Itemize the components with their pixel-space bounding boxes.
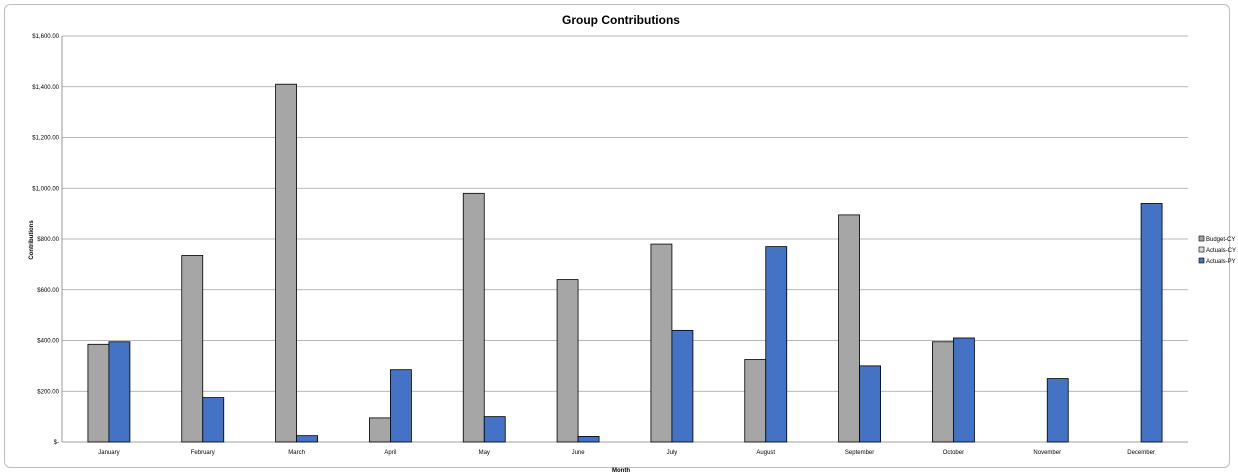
legend-label-actuals-cy: Actuals-CY — [1206, 248, 1236, 254]
y-tick-label: $1,200.00 — [32, 136, 59, 142]
bar-actuals-py-september — [859, 365, 881, 443]
bar-actuals-py-august — [765, 246, 788, 443]
bar-budget-cy-october — [932, 341, 954, 443]
bar-actuals-py-february — [202, 397, 225, 443]
y-tick-label: $400.00 — [37, 339, 59, 345]
bar-actuals-py-july — [671, 329, 694, 443]
legend: Budget-CY Actuals-CY Actuals-PY — [1198, 235, 1236, 265]
x-axis-label: Month — [612, 468, 630, 474]
bar-actuals-py-november — [1046, 378, 1069, 443]
bar-actuals-py-june — [577, 436, 600, 443]
legend-label-actuals-py: Actuals-PY — [1206, 259, 1236, 265]
legend-swatch-actuals-py — [1198, 257, 1205, 264]
x-tick-label: September — [845, 450, 874, 456]
x-tick-label: April — [384, 450, 396, 456]
chart-frame — [4, 4, 1230, 468]
y-tick-label: $1,400.00 — [32, 85, 59, 91]
bar-actuals-py-march — [296, 435, 318, 443]
x-tick-label: February — [191, 450, 215, 456]
x-tick-label: November — [1033, 450, 1061, 456]
bar-budget-cy-february — [181, 255, 204, 443]
bar-actuals-py-january — [108, 341, 131, 443]
x-tick-label: May — [479, 450, 490, 456]
bar-budget-cy-september — [838, 214, 860, 443]
y-tick-label: $- — [54, 440, 59, 446]
bar-actuals-py-october — [953, 337, 975, 443]
bar-budget-cy-august — [744, 359, 767, 443]
x-tick-label: July — [667, 450, 678, 456]
y-tick-label: $600.00 — [37, 288, 59, 294]
bar-budget-cy-january — [87, 343, 110, 443]
legend-swatch-budget-cy — [1198, 235, 1205, 242]
chart-title: Group Contributions — [562, 13, 680, 27]
x-tick-label: August — [756, 450, 775, 456]
bar-actuals-py-december — [1140, 203, 1163, 443]
gridlines — [61, 35, 1188, 443]
x-tick-label: January — [98, 450, 119, 456]
x-tick-label: June — [572, 450, 586, 456]
bar-actuals-py-may — [483, 416, 506, 443]
bar-budget-cy-march — [275, 83, 297, 443]
y-axis-label: Contributions — [29, 220, 35, 260]
bar-budget-cy-june — [556, 279, 579, 443]
bar-actuals-py-april — [390, 369, 412, 443]
legend-label-budget-cy: Budget-CY — [1206, 237, 1235, 243]
y-tick-labels: $- $200.00 $400.00 $600.00 $800.00 $1,000.00 $… — [32, 34, 59, 446]
y-tick-label: $1,000.00 — [32, 186, 59, 192]
y-tick-label: $200.00 — [37, 389, 59, 395]
bar-budget-cy-may — [462, 192, 485, 443]
bars — [87, 83, 1163, 443]
bar-budget-cy-july — [650, 243, 673, 443]
y-tick-label: $800.00 — [37, 237, 59, 243]
legend-swatch-actuals-cy — [1198, 246, 1205, 253]
bar-budget-cy-april — [369, 417, 391, 443]
x-tick-labels: January February March April May June July Augu… — [98, 450, 1155, 456]
x-tick-label: March — [288, 450, 305, 456]
x-tick-label: December — [1127, 450, 1155, 456]
x-tick-label: October — [943, 450, 964, 456]
y-tick-label: $1,600.00 — [32, 34, 59, 40]
